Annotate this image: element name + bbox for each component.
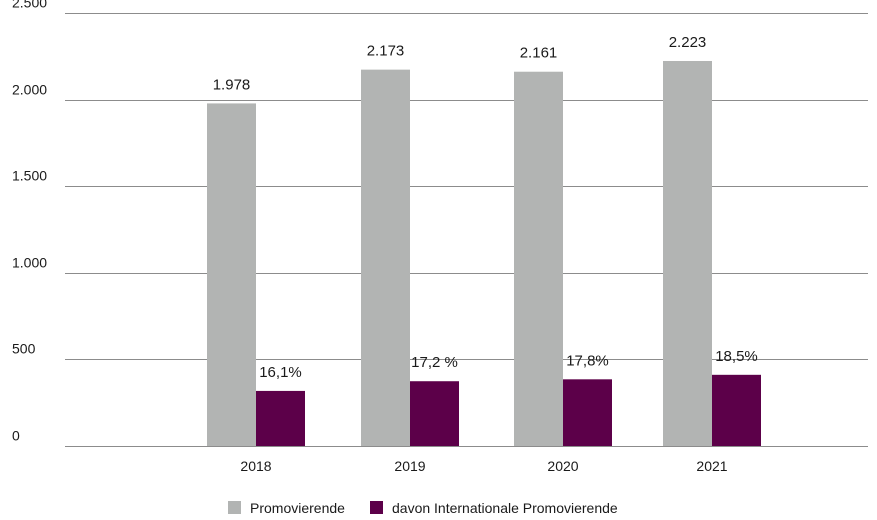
y-tick-label: 1.500 bbox=[12, 168, 47, 184]
x-tick-label: 2021 bbox=[696, 458, 727, 474]
legend-swatch bbox=[370, 501, 383, 514]
bars: 1.978 16,1% 2.173 17,2 % 2.161 17,8% 2.223 18,5… bbox=[207, 34, 761, 447]
legend-label: davon Internationale Promovierende bbox=[392, 500, 618, 516]
bar-promovierende bbox=[361, 69, 410, 446]
y-tick-label: 2.000 bbox=[12, 82, 47, 98]
legend: Promovierende davon Internationale Promov… bbox=[228, 500, 618, 516]
x-axis-tick-labels: 2018 2019 2020 2021 bbox=[240, 458, 727, 474]
gridlines bbox=[65, 13, 868, 447]
y-tick-label: 2.500 bbox=[12, 0, 47, 11]
data-label: 1.978 bbox=[213, 76, 251, 93]
data-label: 2.161 bbox=[520, 45, 558, 62]
data-label: 17,8% bbox=[566, 352, 609, 369]
data-label: 2.173 bbox=[367, 43, 405, 60]
data-label: 16,1% bbox=[259, 364, 302, 381]
data-label: 18,5% bbox=[715, 348, 758, 365]
legend-label: Promovierende bbox=[250, 500, 345, 516]
y-axis-tick-labels: 0 500 1.000 1.500 2.000 2.500 bbox=[12, 0, 47, 444]
y-tick-label: 1.000 bbox=[12, 255, 47, 271]
bar-international bbox=[563, 379, 612, 446]
bar-international bbox=[712, 374, 761, 446]
legend-swatch bbox=[228, 501, 241, 514]
bar-promovierende bbox=[514, 71, 563, 447]
x-tick-label: 2020 bbox=[547, 458, 578, 474]
y-tick-label: 500 bbox=[12, 341, 36, 357]
data-label: 17,2 % bbox=[411, 354, 458, 371]
bar-promovierende bbox=[207, 103, 256, 446]
data-label: 2.223 bbox=[669, 34, 707, 51]
y-tick-label: 0 bbox=[12, 428, 20, 444]
bar-promovierende bbox=[663, 60, 712, 446]
bar-international bbox=[410, 381, 459, 446]
x-tick-label: 2018 bbox=[240, 458, 271, 474]
x-tick-label: 2019 bbox=[394, 458, 425, 474]
bar-international bbox=[256, 390, 305, 446]
